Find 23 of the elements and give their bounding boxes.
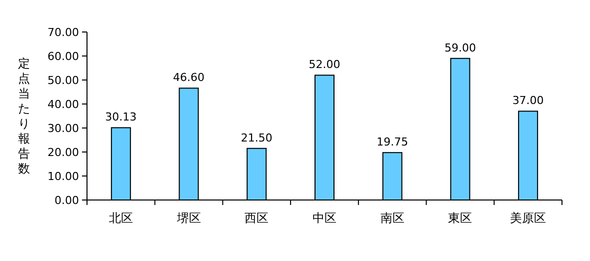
x-tick-label: 南区 bbox=[380, 211, 404, 225]
y-tick-label: 20.00 bbox=[48, 146, 79, 159]
data-label: 21.50 bbox=[240, 131, 272, 144]
y-tick-label: 70.00 bbox=[48, 26, 79, 39]
x-tick-label: 美原区 bbox=[510, 211, 546, 225]
x-tick-label: 北区 bbox=[108, 211, 133, 225]
y-tick-label: 60.00 bbox=[48, 50, 79, 63]
x-tick-label: 堺区 bbox=[176, 211, 201, 225]
data-label: 37.00 bbox=[512, 94, 544, 108]
data-label: 46.60 bbox=[173, 71, 205, 84]
y-tick-label: 50.00 bbox=[48, 74, 79, 87]
y-tick-label: 10.00 bbox=[48, 170, 79, 183]
x-tick-label: 西区 bbox=[244, 211, 269, 225]
y-tick-label: 40.00 bbox=[48, 98, 79, 111]
data-label: 59.00 bbox=[444, 41, 476, 54]
x-tick-label: 東区 bbox=[448, 211, 472, 225]
data-label: 52.00 bbox=[308, 58, 340, 72]
x-tick-label: 中区 bbox=[312, 211, 336, 225]
y-axis-title: 定点当たり報告数 bbox=[18, 56, 30, 176]
y-tick-label: 0.00 bbox=[54, 194, 79, 207]
data-label: 19.75 bbox=[376, 136, 408, 149]
data-label: 30.13 bbox=[105, 110, 137, 124]
y-tick-label: 30.00 bbox=[48, 122, 79, 135]
